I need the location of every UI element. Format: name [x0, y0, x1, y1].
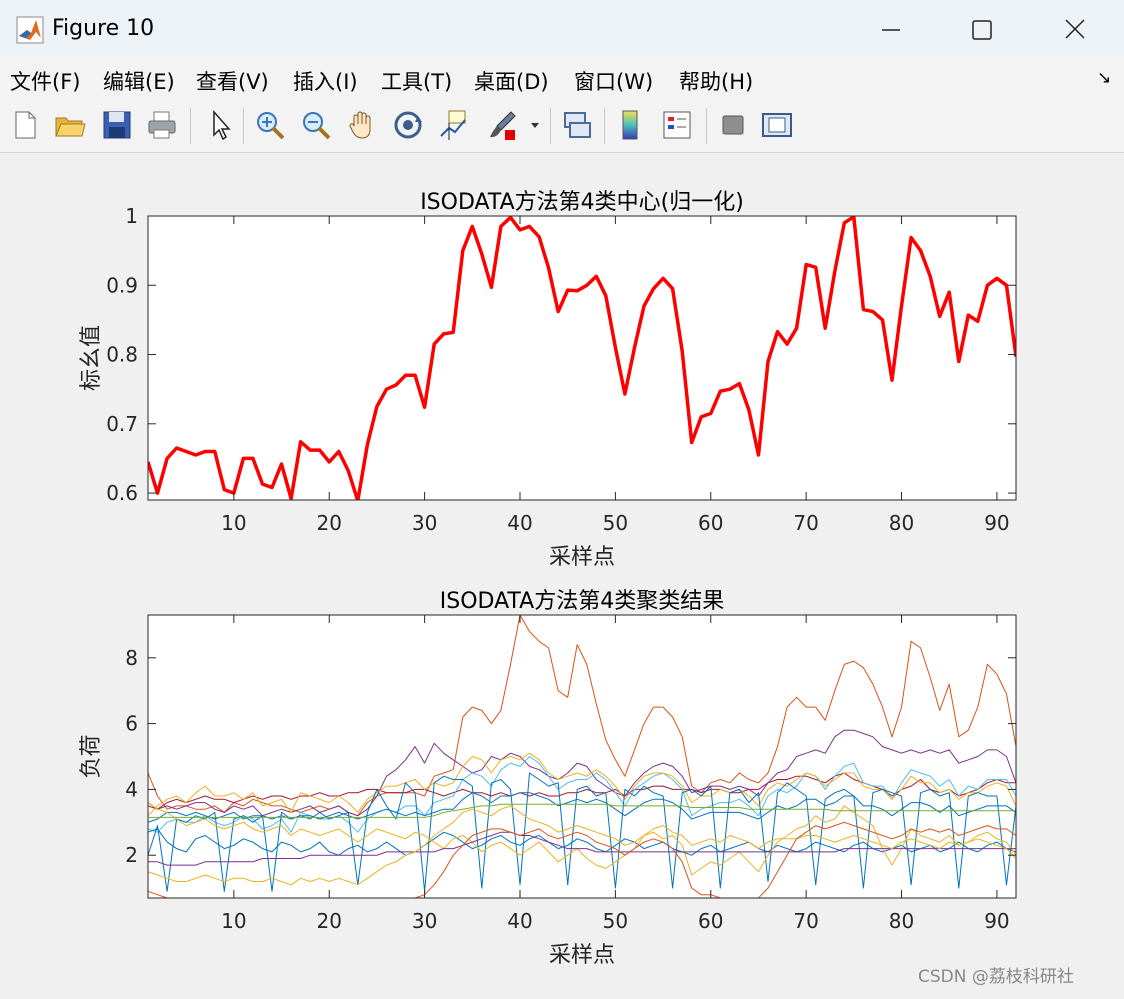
matlab-logo-icon: [16, 16, 44, 44]
menu-edit[interactable]: 编辑(E): [103, 70, 175, 94]
maximize-button[interactable]: [952, 8, 1010, 52]
x-tick-label: 80: [889, 511, 914, 535]
toolbar: [0, 100, 1124, 153]
pan-hand-icon[interactable]: [345, 108, 379, 142]
menu-insert[interactable]: 插入(I): [293, 70, 358, 94]
menu-desktop[interactable]: 桌面(D): [474, 70, 549, 94]
series-line-13: [148, 803, 1016, 818]
toolbar-separator: [550, 108, 551, 144]
x-axis-label: 采样点: [549, 545, 615, 570]
series-line-1: [148, 216, 1016, 500]
series-line-8: [148, 828, 1016, 856]
print-icon[interactable]: [145, 108, 179, 142]
zoom-in-icon[interactable]: [253, 108, 287, 142]
series-line-3: [148, 729, 1016, 817]
series-line-5: [148, 752, 1016, 817]
x-tick-label: 60: [698, 909, 723, 933]
axes-frame: [147, 215, 1017, 501]
link-plot-icon[interactable]: [560, 108, 594, 142]
menu-tools[interactable]: 工具(T): [381, 70, 453, 94]
y-tick-label: 1: [125, 204, 138, 228]
show-plot-tools-icon[interactable]: [760, 108, 794, 142]
dock-arrow-icon[interactable]: ↘: [1097, 68, 1112, 88]
plot-background: [148, 615, 1016, 898]
x-tick-label: 70: [793, 511, 818, 535]
toolbar-separator: [190, 108, 191, 144]
x-tick-label: 90: [984, 511, 1009, 535]
series-group: [148, 216, 1016, 500]
chart-title: ISODATA方法第4类聚类结果: [440, 589, 724, 614]
close-button[interactable]: [1046, 8, 1104, 52]
menu-window[interactable]: 窗口(W): [574, 70, 654, 94]
legend-icon[interactable]: [660, 108, 694, 142]
figure-canvas: 10 20 30 40 50 60 70 80 90 0.6 0.7 0.8 0.9 1 ISODATA方法…: [0, 153, 1124, 995]
chart-svg: 10 20 30 40 50 60 70 80 90 0.6 0.7 0.8 0.9 1 ISODATA方法…: [79, 190, 1017, 968]
series-line-12: [148, 821, 1016, 898]
data-cursor-icon[interactable]: [437, 108, 471, 142]
y-tick-label: 4: [125, 777, 138, 801]
x-tick-label: 50: [603, 909, 628, 933]
series-line-4: [148, 756, 1016, 833]
menu-view[interactable]: 查看(V): [196, 70, 269, 94]
x-tick-label: 40: [507, 511, 532, 535]
x-tick-label: 80: [889, 909, 914, 933]
x-tick-label: 30: [412, 909, 437, 933]
y-axis-label: 标幺值: [79, 325, 104, 391]
x-tick-label: 20: [317, 909, 342, 933]
brush-icon[interactable]: [485, 108, 519, 142]
y-axis-label: 负荷: [79, 734, 104, 778]
watermark: CSDN @荔枝科研社: [918, 967, 1074, 987]
chart-title: ISODATA方法第4类中心(归一化): [420, 190, 744, 215]
title-bar: Figure 10: [0, 0, 1124, 58]
x-tick-label: 30: [412, 511, 437, 535]
menu-file[interactable]: 文件(F): [10, 70, 81, 94]
y-tick-label: 0.9: [106, 273, 138, 297]
zoom-out-icon[interactable]: [299, 108, 333, 142]
series-line-9: [148, 802, 1016, 876]
x-tick-label: 10: [221, 511, 246, 535]
x-tick-label: 60: [698, 511, 723, 535]
toolbar-separator: [243, 108, 244, 144]
toolbar-separator: [706, 108, 707, 144]
toolbar-separator: [604, 108, 605, 144]
series-line-7: [148, 772, 1016, 892]
x-tick-label: 40: [507, 909, 532, 933]
close-icon: [1065, 19, 1085, 39]
new-file-icon[interactable]: [8, 108, 42, 142]
chevron-down-icon[interactable]: [527, 108, 543, 142]
axes-bottom[interactable]: 10 20 30 40 50 60 70 80 90 2 4 6 8 ISODATA方法第4类聚类结果采样…: [79, 589, 1017, 968]
y-tick-label: 6: [125, 712, 138, 736]
y-tick-label: 0.7: [106, 412, 138, 436]
window-title: Figure 10: [52, 16, 155, 41]
x-axis-label: 采样点: [549, 943, 615, 968]
axes-top[interactable]: 10 20 30 40 50 60 70 80 90 0.6 0.7 0.8 0.9 1 ISODATA方法…: [79, 190, 1017, 570]
y-tick-label: 0.6: [106, 481, 138, 505]
minimize-icon: [882, 29, 900, 31]
save-icon[interactable]: [100, 108, 134, 142]
maximize-icon: [972, 20, 992, 40]
pointer-icon[interactable]: [203, 108, 237, 142]
series-line-11: [148, 805, 1016, 886]
x-tick-label: 70: [793, 909, 818, 933]
menu-bar: 文件(F) 编辑(E) 查看(V) 插入(I) 工具(T) 桌面(D) 窗口(W…: [0, 58, 1124, 100]
menu-help[interactable]: 帮助(H): [679, 70, 754, 94]
minimize-button[interactable]: [862, 8, 920, 52]
x-tick-label: 50: [603, 511, 628, 535]
x-tick-label: 10: [221, 909, 246, 933]
y-tick-label: 0.8: [106, 343, 138, 367]
x-tick-label: 20: [317, 511, 342, 535]
plot-background: [148, 216, 1016, 500]
series-group: [148, 615, 1016, 898]
y-tick-label: 2: [125, 843, 138, 867]
y-tick-label: 8: [125, 646, 138, 670]
axes-frame: [147, 614, 1017, 899]
x-tick-label: 90: [984, 909, 1009, 933]
open-folder-icon[interactable]: [53, 108, 87, 142]
colorbar-icon[interactable]: [614, 108, 648, 142]
series-line-10: [148, 831, 1016, 866]
rotate-3d-icon[interactable]: [391, 108, 425, 142]
hide-plot-tools-icon[interactable]: [716, 108, 750, 142]
